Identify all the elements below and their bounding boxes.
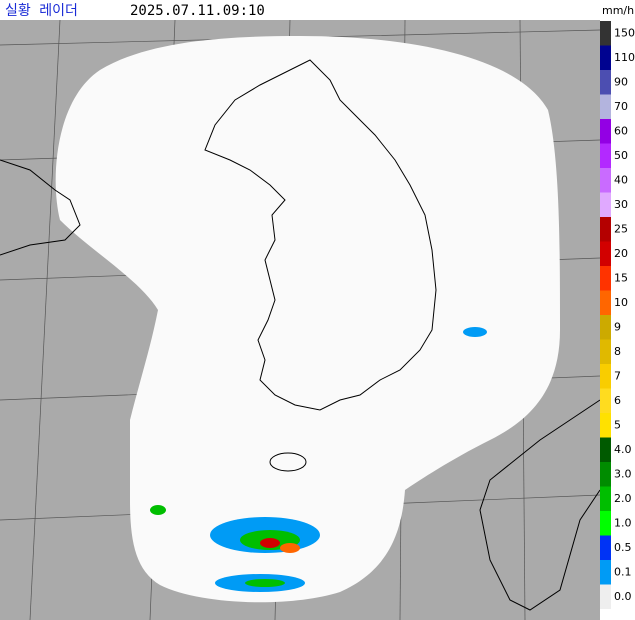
legend-label: 0.5 bbox=[614, 541, 632, 554]
legend-swatch bbox=[600, 70, 611, 95]
legend-label: 150 bbox=[614, 26, 635, 39]
legend-swatch bbox=[600, 486, 611, 511]
legend-label: 4.0 bbox=[614, 443, 632, 456]
legend-swatch bbox=[600, 94, 611, 119]
legend: 150 110 90 70 60 50 40 30 25 20 15 10 9 8 7 6 5 4.0 3.0 2.0… bbox=[600, 21, 635, 609]
coastline bbox=[204, 59, 437, 411]
legend-swatch bbox=[600, 217, 611, 242]
legend-swatch bbox=[600, 45, 611, 70]
legend-label: 2.0 bbox=[614, 492, 632, 505]
legend-label: 8 bbox=[614, 345, 621, 358]
title: 실황 레이더 bbox=[5, 3, 78, 19]
legend-swatch bbox=[600, 462, 611, 487]
legend-swatch bbox=[600, 241, 611, 266]
echo bbox=[245, 579, 285, 587]
legend-label: 20 bbox=[614, 247, 628, 260]
legend-label: 6 bbox=[614, 394, 621, 407]
island bbox=[269, 452, 307, 472]
legend-swatch bbox=[600, 290, 611, 315]
echo bbox=[260, 538, 280, 548]
legend-label: 15 bbox=[614, 271, 628, 284]
legend-label: 30 bbox=[614, 198, 628, 211]
legend-swatch bbox=[600, 339, 611, 364]
legend-label: 1.0 bbox=[614, 516, 632, 529]
legend-label: 40 bbox=[614, 173, 628, 186]
echo bbox=[150, 505, 166, 515]
legend-swatch bbox=[600, 315, 611, 340]
rain-echoes bbox=[150, 327, 487, 592]
legend-swatch bbox=[600, 119, 611, 144]
legend-swatch bbox=[600, 364, 611, 389]
coastline-east bbox=[479, 399, 601, 611]
map bbox=[0, 19, 601, 620]
legend-swatch bbox=[600, 143, 611, 168]
legend-swatch bbox=[600, 535, 611, 560]
legend-swatch bbox=[600, 266, 611, 291]
legend-label: 0.0 bbox=[614, 590, 632, 603]
legend-label: 5 bbox=[614, 418, 621, 431]
legend-label: 110 bbox=[614, 51, 635, 64]
legend-label: 3.0 bbox=[614, 467, 632, 480]
legend-swatch bbox=[600, 21, 611, 46]
legend-label: 7 bbox=[614, 369, 621, 382]
legend-swatch bbox=[600, 511, 611, 536]
radar-coverage bbox=[55, 36, 561, 603]
legend-swatch bbox=[600, 437, 611, 462]
echo bbox=[280, 543, 300, 553]
legend-label: 90 bbox=[614, 75, 628, 88]
legend-swatch bbox=[600, 388, 611, 413]
legend-label: 9 bbox=[614, 320, 621, 333]
legend-label: 10 bbox=[614, 296, 628, 309]
legend-swatch bbox=[600, 413, 611, 438]
legend-swatch bbox=[600, 560, 611, 585]
echo bbox=[463, 327, 487, 337]
legend-swatch bbox=[600, 168, 611, 193]
timestamp: 2025.07.11.09:10 bbox=[130, 3, 265, 19]
legend-label: 25 bbox=[614, 222, 628, 235]
legend-label: 70 bbox=[614, 100, 628, 113]
coastline-west bbox=[0, 159, 81, 256]
legend-swatch bbox=[600, 192, 611, 217]
legend-swatch bbox=[600, 584, 611, 609]
legend-label: 50 bbox=[614, 149, 628, 162]
legend-unit: mm/h bbox=[602, 4, 634, 17]
legend-label: 0.1 bbox=[614, 565, 632, 578]
legend-label: 60 bbox=[614, 124, 628, 137]
